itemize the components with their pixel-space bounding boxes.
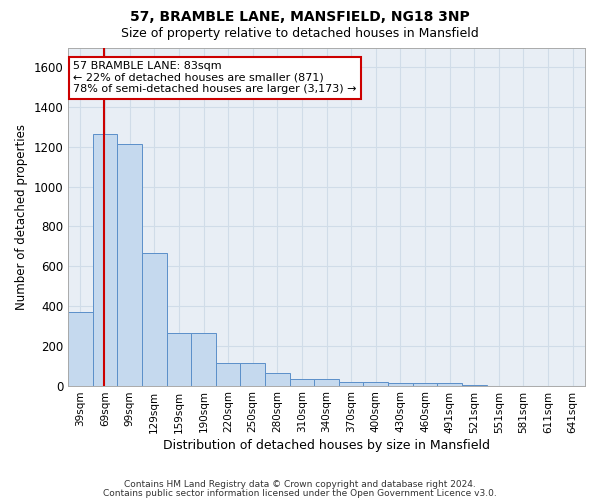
Bar (167, 333, 191, 386)
Bar (388, 382, 413, 386)
Text: 57 BRAMBLE LANE: 83sqm
← 22% of detached houses are smaller (871)
78% of semi-de: 57 BRAMBLE LANE: 83sqm ← 22% of detached… (73, 61, 357, 94)
Bar (265, 372, 290, 386)
Text: Contains public sector information licensed under the Open Government Licence v3: Contains public sector information licen… (103, 488, 497, 498)
Bar (93, 134, 118, 386)
Bar (437, 382, 462, 386)
X-axis label: Distribution of detached houses by size in Mansfield: Distribution of detached houses by size … (163, 440, 490, 452)
Bar (216, 362, 241, 386)
Bar (290, 378, 314, 386)
Bar (339, 382, 364, 386)
Bar (68, 312, 93, 386)
Bar (191, 333, 216, 386)
Bar (118, 144, 142, 386)
Bar (364, 382, 388, 386)
Text: Size of property relative to detached houses in Mansfield: Size of property relative to detached ho… (121, 28, 479, 40)
Text: Contains HM Land Registry data © Crown copyright and database right 2024.: Contains HM Land Registry data © Crown c… (124, 480, 476, 489)
Bar (314, 378, 339, 386)
Bar (142, 254, 167, 386)
Bar (413, 382, 437, 386)
Bar (462, 384, 487, 386)
Bar (241, 362, 265, 386)
Text: 57, BRAMBLE LANE, MANSFIELD, NG18 3NP: 57, BRAMBLE LANE, MANSFIELD, NG18 3NP (130, 10, 470, 24)
Y-axis label: Number of detached properties: Number of detached properties (15, 124, 28, 310)
